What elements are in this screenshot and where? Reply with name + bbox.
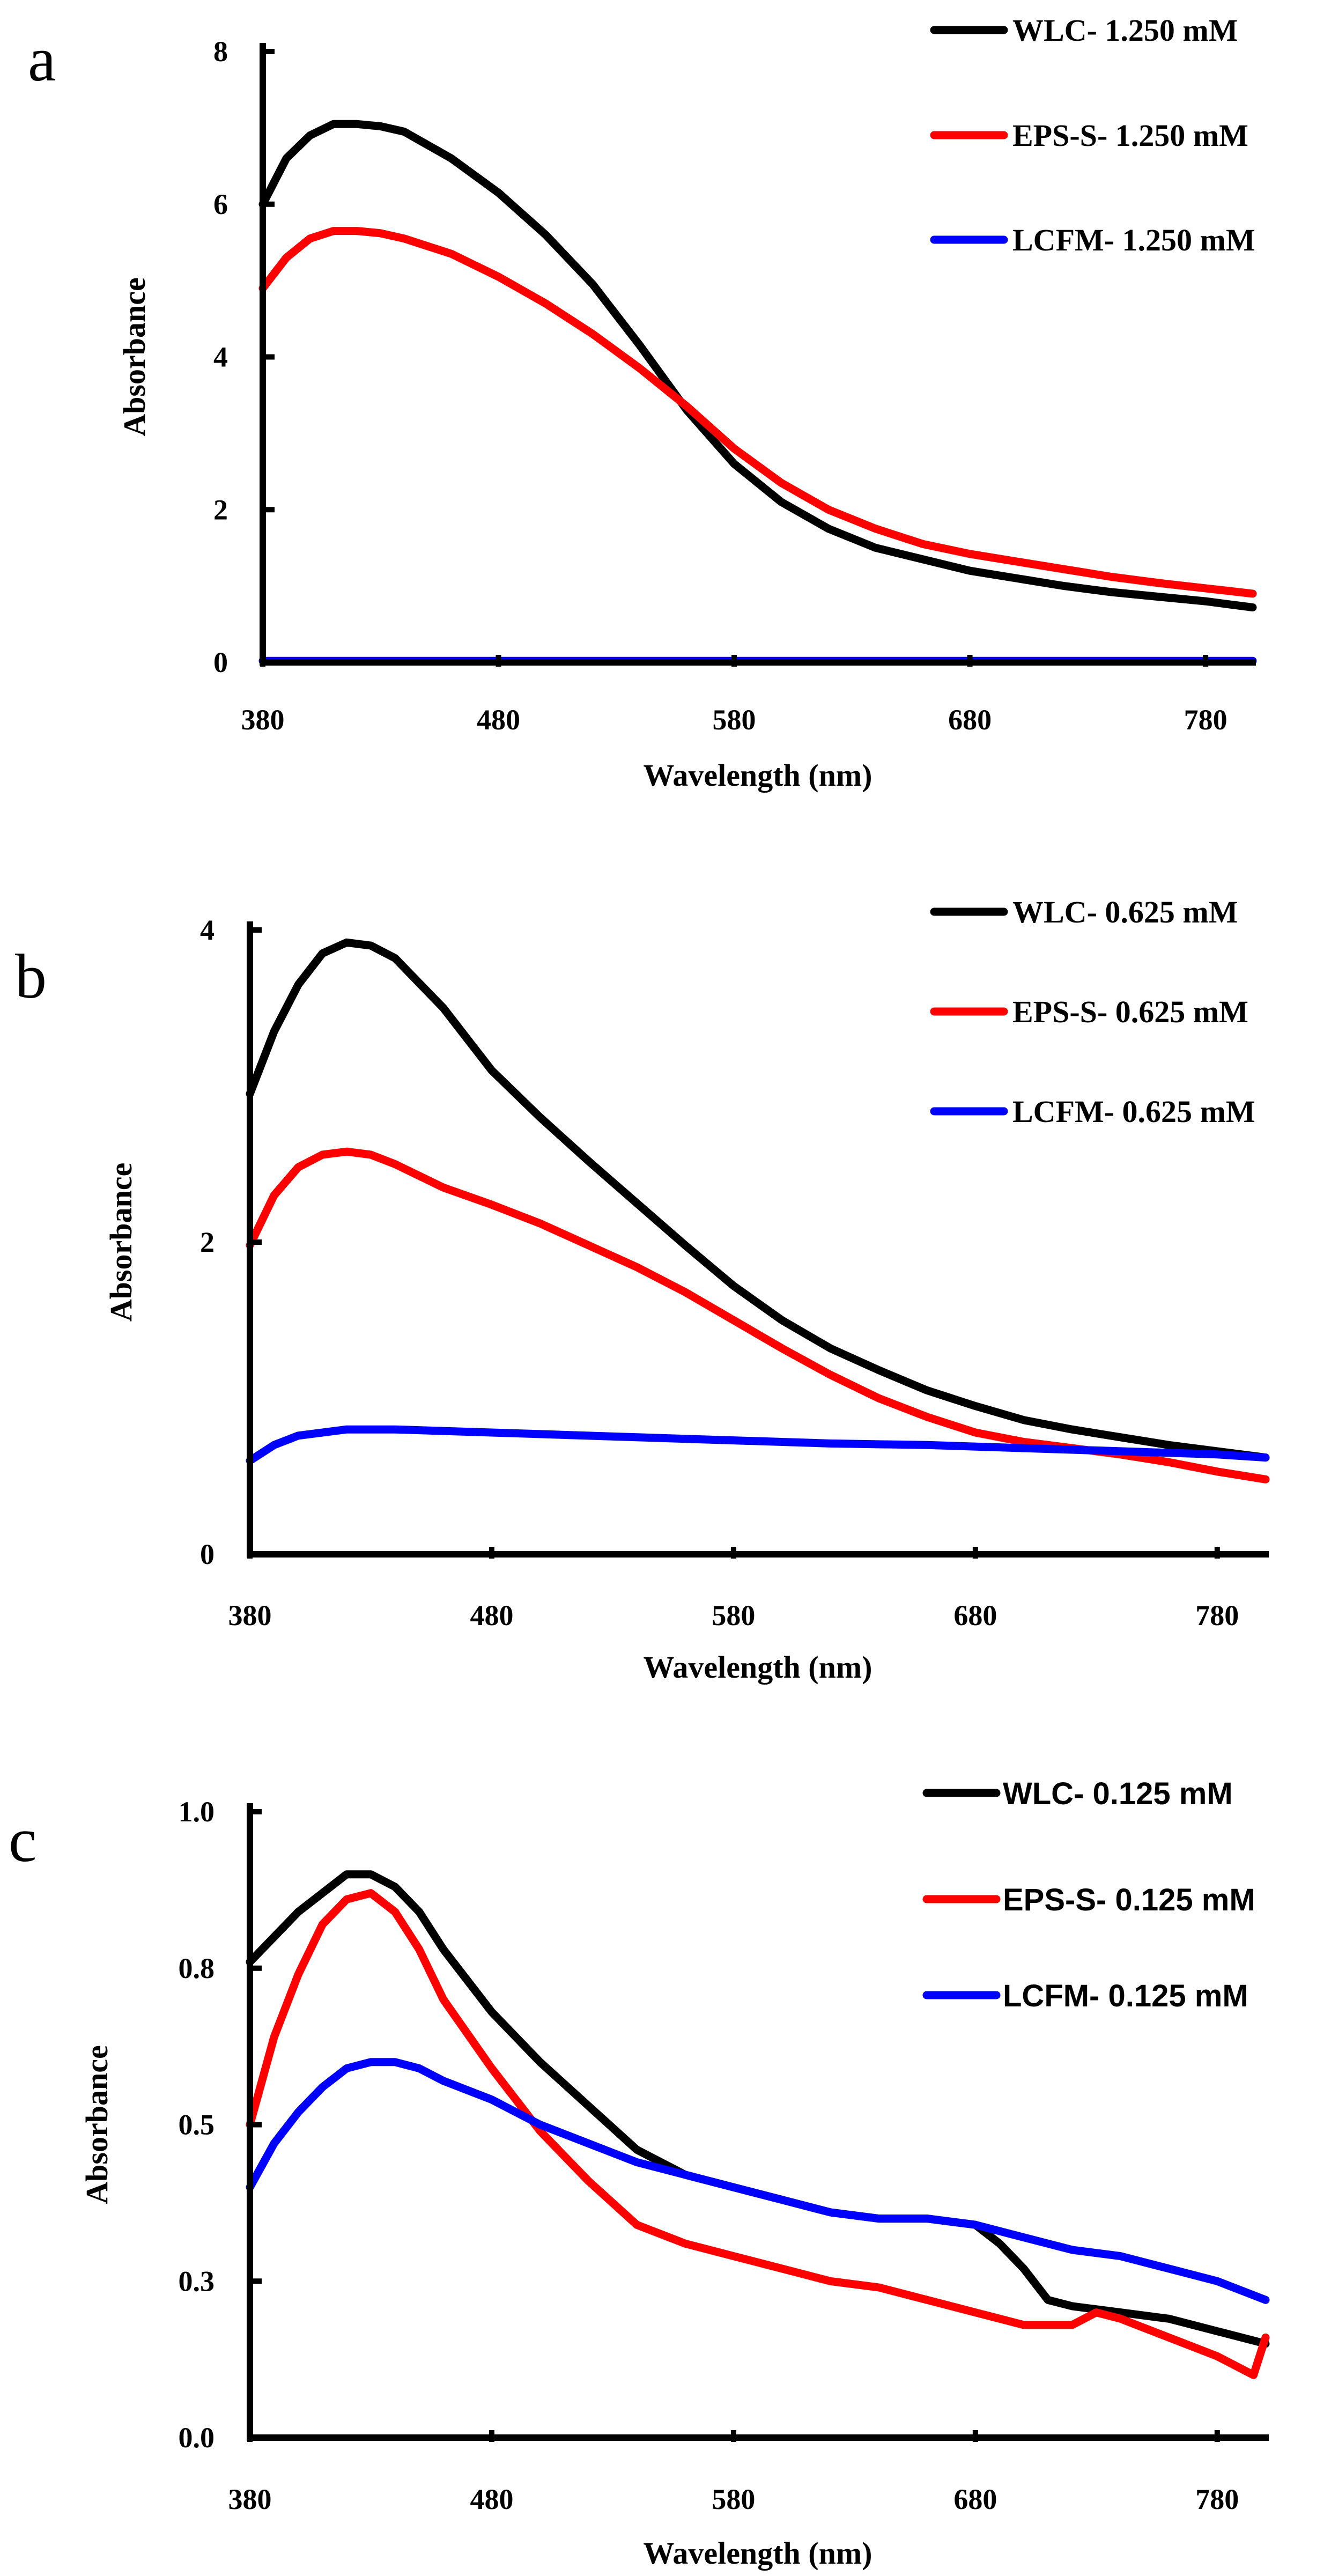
panel-c-legend-label-lcfm: LCFM- 0.125 mM	[1003, 1979, 1248, 2013]
panel-a-legend: WLC- 1.250 mM EPS-S- 1.250 mM LCFM- 1.25…	[930, 13, 1255, 257]
panel-b-legend-item-eps: EPS-S- 0.625 mM	[930, 994, 1248, 1029]
panel-c-series-wlc-line	[246, 1870, 1270, 2348]
panel-a-y-tick-label-3: 6	[213, 188, 228, 220]
panel-b-x-tick-label-680: 680	[953, 1599, 997, 1632]
panel-c-y-tick-label-2: 0.5	[179, 2109, 215, 2141]
panel-c-x-tick-label-580: 580	[712, 2483, 755, 2515]
panel-c-legend-label-wlc: WLC- 0.125 mM	[1003, 1776, 1233, 1811]
panel-b-x-tick-label-380: 380	[228, 1599, 272, 1632]
panel-c-plot-area: 380 480 580 680 780 0.0 0.3 0.5 0.8 1.0 Wavelength…	[79, 1796, 1270, 2571]
panel-c-y-tick-label-4: 1.0	[179, 1796, 215, 1828]
panel-b-legend-item-wlc: WLC- 0.625 mM	[930, 895, 1238, 929]
panel-b-x-tick-label-480: 480	[470, 1599, 513, 1632]
panel-a-y-tick-label-2: 4	[213, 341, 228, 373]
panel-c-y-tick-label-3: 0.8	[179, 1952, 215, 1984]
panel-c-legend-item-eps: EPS-S- 0.125 mM	[922, 1883, 1255, 1917]
panel-b-x-axis-title: Wavelength (nm)	[644, 1650, 872, 1685]
panel-a-y-tick-label-1: 2	[213, 493, 228, 526]
panel-c-legend: WLC- 0.125 mM EPS-S- 0.125 mM LCFM- 0.12…	[922, 1776, 1255, 2013]
panel-c-x-axis-title: Wavelength (nm)	[644, 2536, 872, 2571]
panel-c-y-tick-label-0: 0.0	[179, 2422, 215, 2454]
panel-a-legend-item-eps: EPS-S- 1.250 mM	[930, 118, 1248, 153]
panel-a-plot-area: 380 480 580 680 780 0 2 4 6 8 Wavelength (nm) Absor…	[117, 35, 1257, 793]
panel-a-legend-label-wlc: WLC- 1.250 mM	[1012, 13, 1238, 48]
panel-b-y-axis-title: Absorbance	[103, 1163, 138, 1322]
panel-a-x-axis-title: Wavelength (nm)	[644, 758, 872, 793]
panel-b-x-tick-label-780: 780	[1195, 1599, 1239, 1632]
panel-c-legend-label-eps: EPS-S- 0.125 mM	[1003, 1883, 1255, 1917]
panel-a-x-tick-label-380: 380	[241, 704, 285, 736]
panel-a-letter: a	[28, 24, 56, 94]
panel-b-y-tick-label-1: 2	[200, 1226, 215, 1258]
panel-a-y-axis-title: Absorbance	[117, 277, 152, 436]
panel-c-x-tick-label-780: 780	[1195, 2483, 1239, 2515]
panel-b-series-lcfm-line	[246, 1425, 1270, 1465]
panel-c-x-tick-label-380: 380	[228, 2483, 272, 2515]
panel-b-legend-label-wlc: WLC- 0.625 mM	[1012, 895, 1238, 929]
panel-b-y-tick-label-2: 4	[200, 914, 215, 946]
panel-b-letter: b	[15, 941, 47, 1012]
panel-c-legend-item-lcfm: LCFM- 0.125 mM	[922, 1979, 1248, 2013]
panel-c-legend-item-wlc: WLC- 0.125 mM	[922, 1776, 1233, 1811]
panel-a-x-tick-label-580: 580	[713, 704, 756, 736]
panel-b-legend-item-lcfm: LCFM- 0.625 mM	[930, 1094, 1255, 1129]
panel-b-series-wlc-line	[246, 938, 1270, 1462]
panel-a-chart: a 380 480 580 680 780 0 2 4 6 8 Wavelength (nm) Abs…	[28, 13, 1257, 793]
panel-a-x-tick-label-780: 780	[1184, 704, 1228, 736]
panel-a-x-tick-label-680: 680	[948, 704, 992, 736]
panel-a-series-eps-s-line	[258, 227, 1257, 598]
panel-b-y-tick-label-0: 0	[200, 1538, 215, 1570]
panel-b-x-tick-label-580: 580	[712, 1599, 755, 1632]
panel-c-letter: c	[9, 1805, 36, 1875]
panel-a-x-tick-label-480: 480	[477, 704, 520, 736]
panel-b-legend: WLC- 0.625 mM EPS-S- 0.625 mM LCFM- 0.62…	[930, 895, 1255, 1129]
panel-b-plot-area: 380 480 580 680 780 0 2 4 Wavelength (nm) Absorba…	[103, 914, 1270, 1685]
panel-c-series-eps-s-line	[246, 1889, 1270, 2379]
panel-c-series-lcfm-line	[246, 2058, 1270, 2304]
panel-a-legend-label-lcfm: LCFM- 1.250 mM	[1012, 223, 1255, 257]
panel-b-legend-label-eps: EPS-S- 0.625 mM	[1012, 994, 1248, 1029]
panel-c-chart: c 380 480 580 680 780 0.0 0.3 0.5 0.8 1.0 Waveleng…	[9, 1776, 1270, 2571]
panel-c-y-tick-label-1: 0.3	[179, 2265, 215, 2297]
panel-a-legend-item-lcfm: LCFM- 1.250 mM	[930, 223, 1255, 257]
panel-a-y-tick-label-0: 0	[213, 646, 228, 678]
panel-c-x-tick-label-680: 680	[953, 2483, 997, 2515]
panel-a-y-tick-label-4: 8	[213, 35, 228, 68]
panel-a-series-wlc-line	[258, 120, 1257, 611]
panel-a-legend-item-wlc: WLC- 1.250 mM	[930, 13, 1238, 48]
panel-b-chart: b 380 480 580 680 780 0 2 4 Wavelength (nm) Absor…	[15, 895, 1270, 1685]
panel-b-legend-label-lcfm: LCFM- 0.625 mM	[1012, 1094, 1255, 1129]
panel-c-x-tick-label-480: 480	[470, 2483, 513, 2515]
panel-c-y-axis-title: Absorbance	[79, 2045, 114, 2204]
panel-a-legend-label-eps: EPS-S- 1.250 mM	[1012, 118, 1248, 153]
